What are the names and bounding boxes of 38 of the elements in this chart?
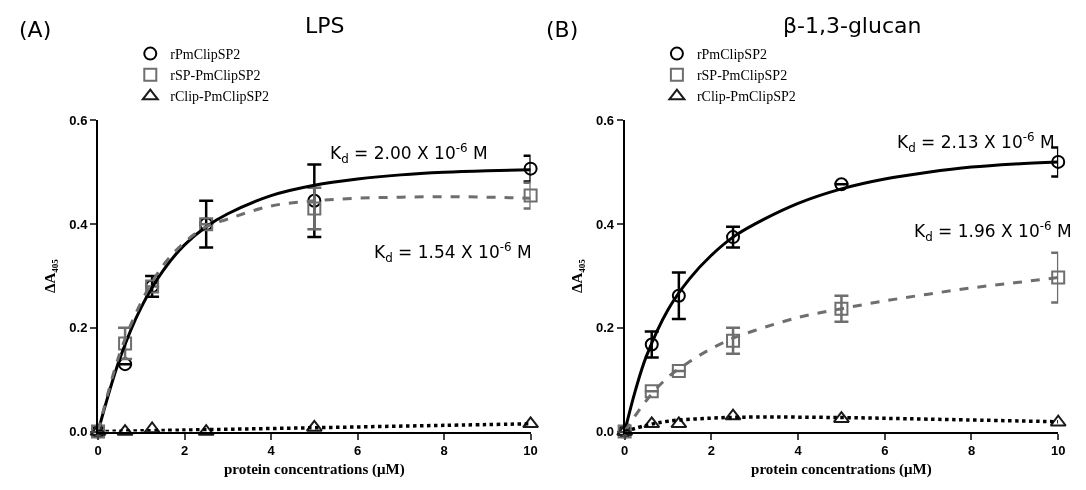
legend-label: rPmClipSP2 <box>170 47 241 63</box>
x-tick-label: 4 <box>794 443 803 459</box>
x-tick-label: 2 <box>707 443 715 459</box>
y-tick-label: 0.0 <box>595 424 615 440</box>
x-tick-label: 8 <box>967 443 976 459</box>
text: (B) <box>546 17 579 42</box>
annotation: K$_{d}$ = 2.00 X 10$^{-6}$ M <box>330 141 488 166</box>
y-axis-title: ΔA₄₀₅ <box>42 258 59 293</box>
y-tick-label: 0.6 <box>595 112 615 128</box>
y-tick-label: 0.6 <box>69 112 88 128</box>
legend-label: rPmClipSP2 <box>696 47 767 63</box>
legend-label: rClip-PmClipSP2 <box>170 89 270 105</box>
x-tick-label: 10 <box>523 443 538 459</box>
annotation: K$_{d}$ = 2.13 X 10$^{-6}$ M <box>897 130 1055 155</box>
y-tick-label: 0.2 <box>69 320 88 336</box>
y-axis-title: ΔA₄₀₅ <box>568 258 585 293</box>
x-tick-label: 6 <box>881 443 889 459</box>
x-tick-label: 0 <box>621 443 629 459</box>
y-tick-label: 0.2 <box>595 320 615 336</box>
x-axis-title: protein concentrations (μM) <box>223 460 405 478</box>
y-tick-label: 0.4 <box>69 216 89 232</box>
legend-label: rSP-PmClipSP2 <box>170 68 261 84</box>
annotation: K$_{d}$ = 1.54 X 10$^{-6}$ M <box>374 240 532 265</box>
chart-title: LPS <box>305 13 345 38</box>
legend-label: rSP-PmClipSP2 <box>696 68 788 84</box>
annotation: K$_{d}$ = 1.96 X 10$^{-6}$ M <box>914 219 1072 244</box>
x-tick-label: 0 <box>94 443 102 459</box>
text: (A) <box>19 17 52 42</box>
y-tick-label: 0.0 <box>69 424 88 440</box>
x-tick-label: 8 <box>440 443 448 459</box>
x-axis-title: protein concentrations (μM) <box>751 460 932 478</box>
x-tick-label: 4 <box>267 443 276 459</box>
x-tick-label: 6 <box>353 443 362 459</box>
y-tick-label: 0.4 <box>595 216 615 232</box>
x-tick-label: 2 <box>180 443 189 459</box>
x-tick-label: 10 <box>1050 443 1066 459</box>
legend-label: rClip-PmClipSP2 <box>696 89 796 105</box>
chart-title: β-1,3-glucan <box>783 13 922 38</box>
